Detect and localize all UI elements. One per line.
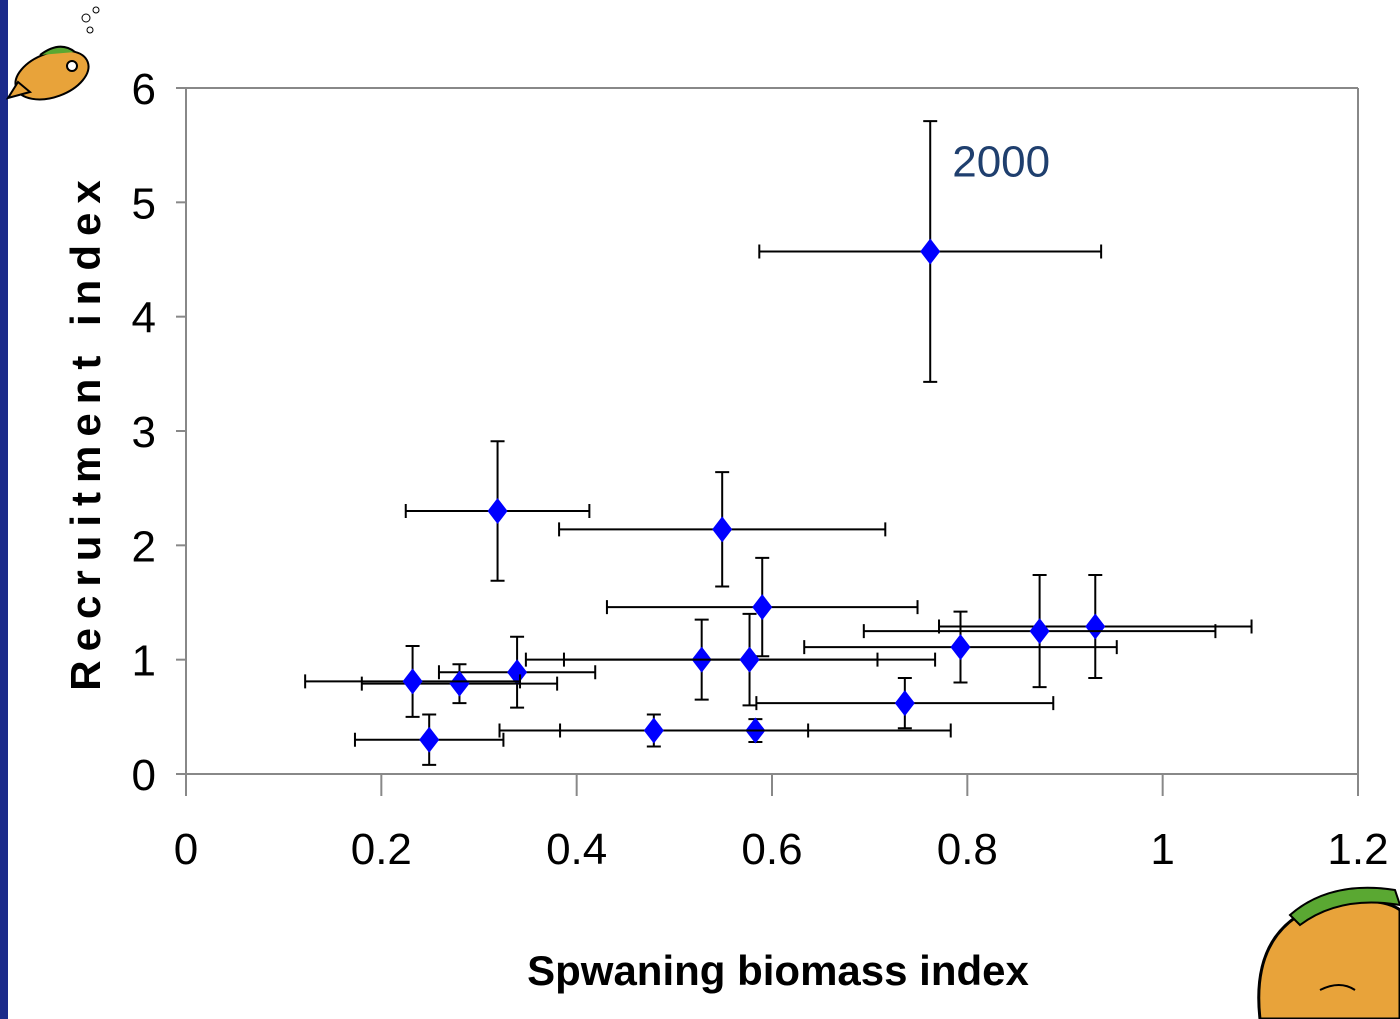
x-tick-label: 1.2 <box>1327 825 1388 874</box>
y-tick-label: 4 <box>132 294 156 343</box>
y-tick-label: 3 <box>132 408 156 457</box>
x-axis-label: Spwaning biomass index <box>527 947 1029 994</box>
slide-border <box>0 0 8 1019</box>
point <box>752 594 773 621</box>
point <box>487 498 508 525</box>
point <box>950 634 971 661</box>
y-tick-label: 1 <box>132 637 156 686</box>
point <box>739 646 760 673</box>
x-tick-label: 0.2 <box>351 825 412 874</box>
point <box>449 670 470 697</box>
point <box>643 717 664 744</box>
y-axis-label: Recruitment index <box>62 171 109 690</box>
point <box>1029 618 1050 645</box>
y-tick-label: 5 <box>132 179 156 228</box>
annotation: 2000 <box>952 137 1050 186</box>
point <box>507 659 528 686</box>
fish-clipart <box>1257 886 1400 1019</box>
x-tick-label: 0.4 <box>546 825 607 874</box>
x-tick-label: 0 <box>174 825 198 874</box>
x-tick-label: 1 <box>1150 825 1174 874</box>
point <box>419 726 440 753</box>
point <box>1085 613 1106 640</box>
point <box>712 516 733 543</box>
plot-area: 0 1 2 3 4 5 6 0 0.2 0.4 0.6 0.8 1 1.2 2000 <box>132 65 1389 874</box>
y-tick-label: 6 <box>132 65 156 114</box>
fish-clipart <box>5 6 100 101</box>
point <box>920 238 941 265</box>
x-tick-label: 0.6 <box>741 825 802 874</box>
y-tick-label: 0 <box>132 751 156 800</box>
point <box>894 690 915 717</box>
x-tick-label: 0.8 <box>937 825 998 874</box>
y-tick-label: 2 <box>132 522 156 571</box>
point <box>402 668 423 695</box>
